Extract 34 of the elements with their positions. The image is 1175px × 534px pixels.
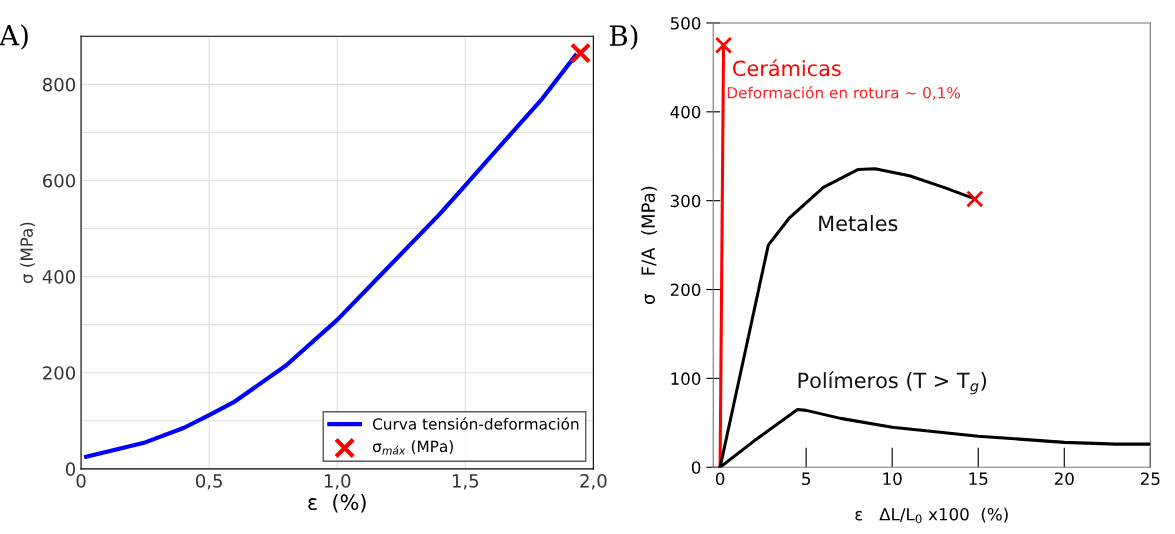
y-axis-title: σ F/A (MPa) [641,186,658,304]
x-tick-label: 0 [715,472,725,486]
annotation: Deformación en rotura ~ 0,1% [727,86,961,101]
legend-label: Curva tensión-deformación [373,417,579,430]
y-tick-label: 600 [43,173,76,188]
x-tick-label: 0,5 [195,474,222,490]
x-axis-title: ε ΔL/L$_{0}$ x100 (%) [855,507,1008,524]
y-tick-label: 400 [42,270,76,284]
x-axis-title: ε (%) [308,493,366,513]
x-tick-label: 0 [76,474,86,488]
x-tick-label: 20 [1054,472,1074,486]
y-tick-label: 0 [691,461,701,474]
y-tick-label: 200 [43,366,76,380]
y-tick-label: 400 [670,105,701,119]
y-axis-title: σ (MPa) [20,222,35,284]
y-tick-label: 300 [670,194,701,208]
x-tick-label: 25 [1140,472,1160,486]
x-tick-label: 1,0 [324,474,351,490]
x-tick-label: 10 [883,472,902,486]
x-tick-label: 15 [969,472,988,486]
y-tick-label: 200 [670,283,701,297]
y-tick-label: 100 [671,372,701,385]
x-tick-label: 2,0 [580,474,607,490]
y-tick-label: 500 [670,16,701,30]
x-tick-label: 1,5 [452,474,479,490]
legend-label: σ$_{máx}$ (MPa) [373,440,453,455]
y-tick-label: 800 [42,77,76,92]
series-label: Polímeros (T > T$_{g}$) [798,371,986,395]
series-label: Metales [819,215,898,232]
series-label: Cerámicas [733,59,841,77]
y-tick-label: 0 [65,462,76,476]
line-series [84,53,578,459]
chart-title: B) [609,24,638,51]
x-tick-label: 5 [802,472,810,486]
